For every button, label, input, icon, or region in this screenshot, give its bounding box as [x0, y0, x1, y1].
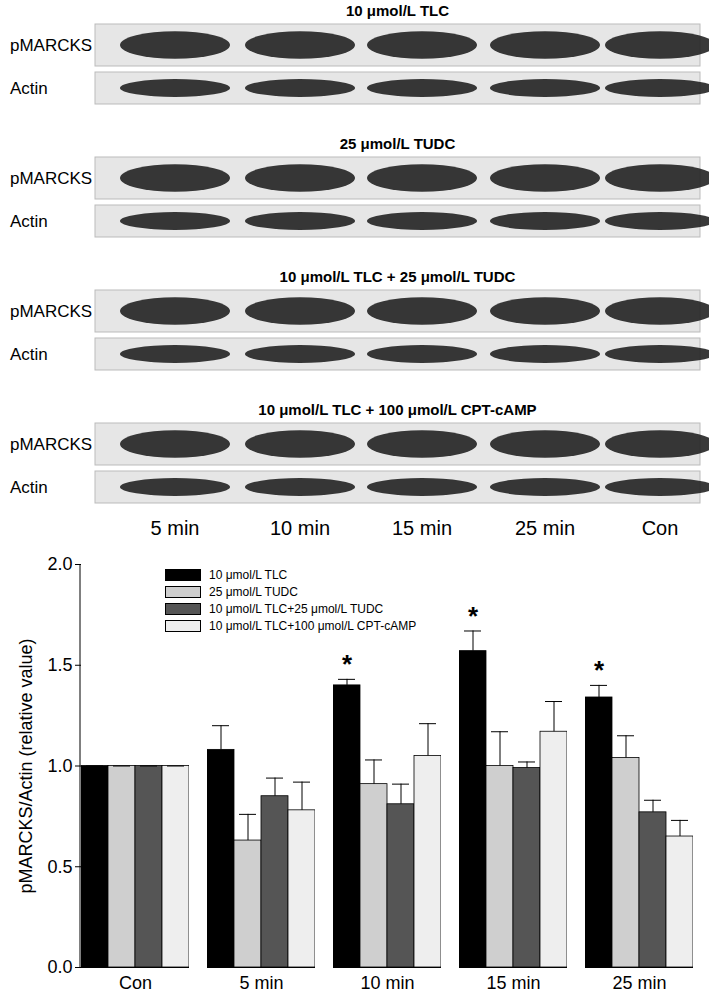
- svg-text:pMARCKS: pMARCKS: [10, 435, 92, 454]
- svg-text:*: *: [342, 649, 353, 679]
- svg-text:10 μmol/L TLC: 10 μmol/L TLC: [346, 2, 449, 19]
- svg-text:10 μmol/L TLC + 25 μmol/L TUDC: 10 μmol/L TLC + 25 μmol/L TUDC: [280, 268, 516, 285]
- svg-text:5 min: 5 min: [151, 517, 200, 539]
- svg-text:2.0: 2.0: [47, 554, 72, 574]
- svg-text:5 min: 5 min: [239, 973, 283, 993]
- svg-text:pMARCKS: pMARCKS: [10, 36, 92, 55]
- html-text:10 μmol/L TLC+100 μmol/L CPT-c: 10 μmol/L TLC+100 μmol/L CPT-cAMP: [209, 618, 417, 633]
- svg-text:Actin: Actin: [10, 212, 48, 231]
- svg-text:pMARCKS: pMARCKS: [10, 302, 92, 321]
- html-text:25 μmol/L TUDC: 25 μmol/L TUDC: [209, 584, 298, 599]
- svg-text:10 min: 10 min: [360, 973, 414, 993]
- svg-text:1.0: 1.0: [47, 756, 72, 776]
- html-text:10 μmol/L TLC: 10 μmol/L TLC: [209, 567, 288, 582]
- svg-text:Actin: Actin: [10, 345, 48, 364]
- svg-text:1.5: 1.5: [47, 655, 72, 675]
- html-text:10 μmol/L TLC+25 μmol/L TUDC: 10 μmol/L TLC+25 μmol/L TUDC: [209, 601, 384, 616]
- svg-text:*: *: [468, 601, 479, 631]
- svg-text:Actin: Actin: [10, 79, 48, 98]
- svg-text:Con: Con: [642, 517, 679, 539]
- svg-text:25 min: 25 min: [515, 517, 575, 539]
- svg-text:10 min: 10 min: [270, 517, 330, 539]
- svg-text:*: *: [594, 655, 605, 685]
- svg-text:Con: Con: [119, 973, 152, 993]
- svg-text:0.0: 0.0: [47, 957, 72, 977]
- svg-text:25 min: 25 min: [612, 973, 666, 993]
- svg-text:15 min: 15 min: [486, 973, 540, 993]
- svg-text:15 min: 15 min: [392, 517, 452, 539]
- svg-text:0.5: 0.5: [47, 857, 72, 877]
- svg-text:pMARCKS: pMARCKS: [10, 169, 92, 188]
- svg-text:25 μmol/L TUDC: 25 μmol/L TUDC: [340, 135, 456, 152]
- svg-text:Actin: Actin: [10, 478, 48, 497]
- svg-text:pMARCKS/Actin (relative value): pMARCKS/Actin (relative value): [16, 638, 36, 893]
- svg-text:10 μmol/L TLC + 100 μmol/L CPT: 10 μmol/L TLC + 100 μmol/L CPT-cAMP: [258, 401, 536, 418]
